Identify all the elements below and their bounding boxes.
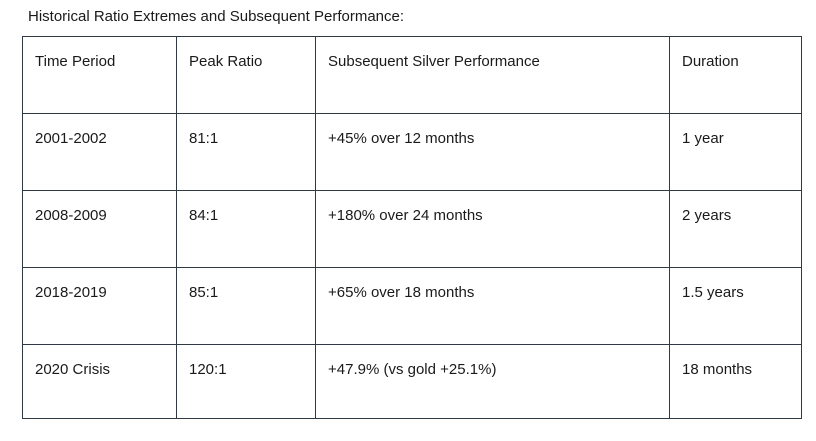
header-cell-duration: Duration xyxy=(669,36,802,114)
table-cell: 1.5 years xyxy=(669,267,802,345)
table-cell: 85:1 xyxy=(176,267,316,345)
table-cell: 84:1 xyxy=(176,190,316,268)
table-cell: 2020 Crisis xyxy=(22,344,177,419)
table-row: 2020 Crisis 120:1 +47.9% (vs gold +25.1%… xyxy=(22,344,802,419)
table-cell: 18 months xyxy=(669,344,802,419)
header-cell-time-period: Time Period xyxy=(22,36,177,114)
performance-table: Time Period Peak Ratio Subsequent Silver… xyxy=(22,36,802,419)
table-row: 2018-2019 85:1 +65% over 18 months 1.5 y… xyxy=(22,267,802,345)
table-row: 2001-2002 81:1 +45% over 12 months 1 yea… xyxy=(22,113,802,191)
header-cell-subsequent-performance: Subsequent Silver Performance xyxy=(315,36,670,114)
table-cell: 2018-2019 xyxy=(22,267,177,345)
table-cell: 120:1 xyxy=(176,344,316,419)
table-cell: +65% over 18 months xyxy=(315,267,670,345)
table-cell: 2001-2002 xyxy=(22,113,177,191)
table-header-row: Time Period Peak Ratio Subsequent Silver… xyxy=(22,36,802,114)
table-cell: 1 year xyxy=(669,113,802,191)
table-cell: +45% over 12 months xyxy=(315,113,670,191)
table-cell: +180% over 24 months xyxy=(315,190,670,268)
table-cell: +47.9% (vs gold +25.1%) xyxy=(315,344,670,419)
table-cell: 81:1 xyxy=(176,113,316,191)
table-cell: 2008-2009 xyxy=(22,190,177,268)
table-row: 2008-2009 84:1 +180% over 24 months 2 ye… xyxy=(22,190,802,268)
header-cell-peak-ratio: Peak Ratio xyxy=(176,36,316,114)
table-cell: 2 years xyxy=(669,190,802,268)
page-title: Historical Ratio Extremes and Subsequent… xyxy=(28,8,405,25)
